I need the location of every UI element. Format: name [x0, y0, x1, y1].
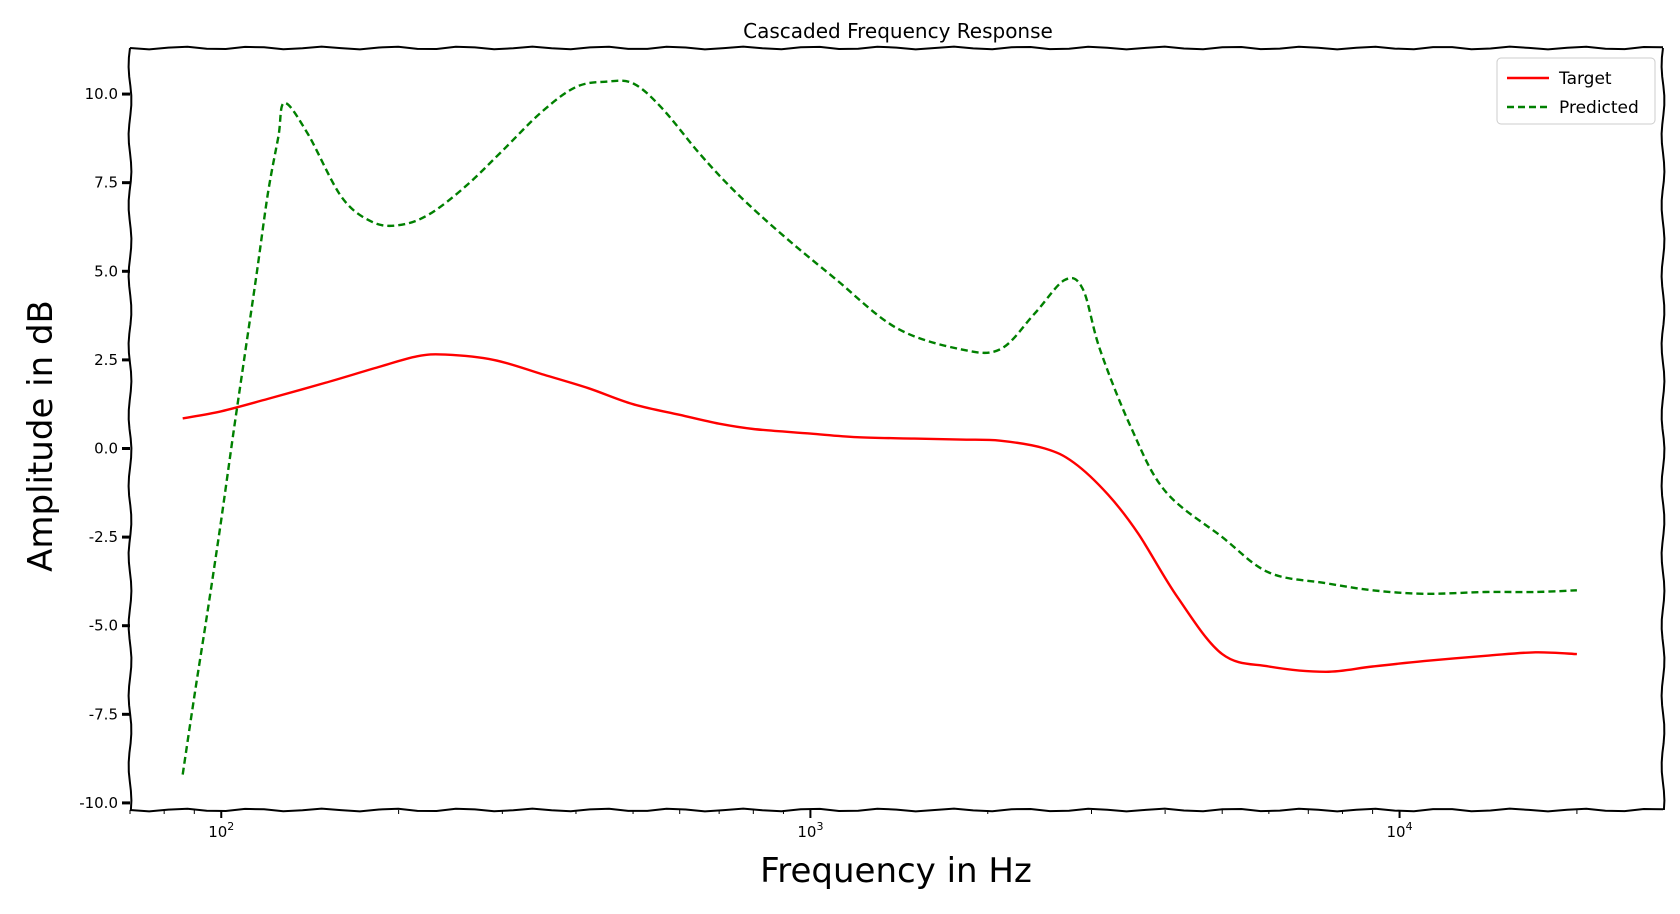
- x-tick-label: 103: [797, 820, 823, 841]
- y-tick-label: -7.5: [89, 705, 118, 723]
- x-tick-label: 104: [1387, 820, 1413, 841]
- series-line-predicted: [181, 79, 1577, 775]
- y-tick-label: 10.0: [85, 85, 118, 103]
- x-axis-label: Frequency in Hz: [760, 851, 1032, 891]
- frame-bottom: [129, 807, 1664, 813]
- y-tick-label: 7.5: [94, 174, 118, 192]
- y-tick-label: -10.0: [79, 794, 118, 812]
- legend: Target Predicted: [1496, 57, 1656, 125]
- frame-top: [129, 45, 1664, 51]
- y-axis-ticks: -10.0 -7.5 -5.0 -2.5 0.0 2.5 5.0 7.5 10.0: [79, 85, 130, 812]
- legend-box: [1496, 57, 1656, 125]
- y-tick-label: 0.0: [94, 439, 118, 457]
- x-axis-ticks: 102 103 104: [129, 810, 1578, 841]
- y-tick-label: 2.5: [94, 351, 118, 369]
- y-tick-label: 5.0: [94, 262, 118, 280]
- y-tick-label: -2.5: [89, 528, 118, 546]
- series-line-target: [182, 353, 1577, 673]
- series-group: [181, 79, 1577, 775]
- frame-right: [1660, 47, 1666, 811]
- chart-title: Cascaded Frequency Response: [743, 19, 1053, 43]
- x-tick-label: 102: [208, 820, 234, 841]
- legend-label-target: Target: [1558, 69, 1612, 89]
- axes-frame: [127, 45, 1666, 813]
- frame-left: [127, 47, 133, 811]
- y-tick-label: -5.0: [89, 617, 118, 635]
- y-axis-label: Amplitude in dB: [21, 300, 61, 572]
- legend-label-predicted: Predicted: [1559, 98, 1639, 118]
